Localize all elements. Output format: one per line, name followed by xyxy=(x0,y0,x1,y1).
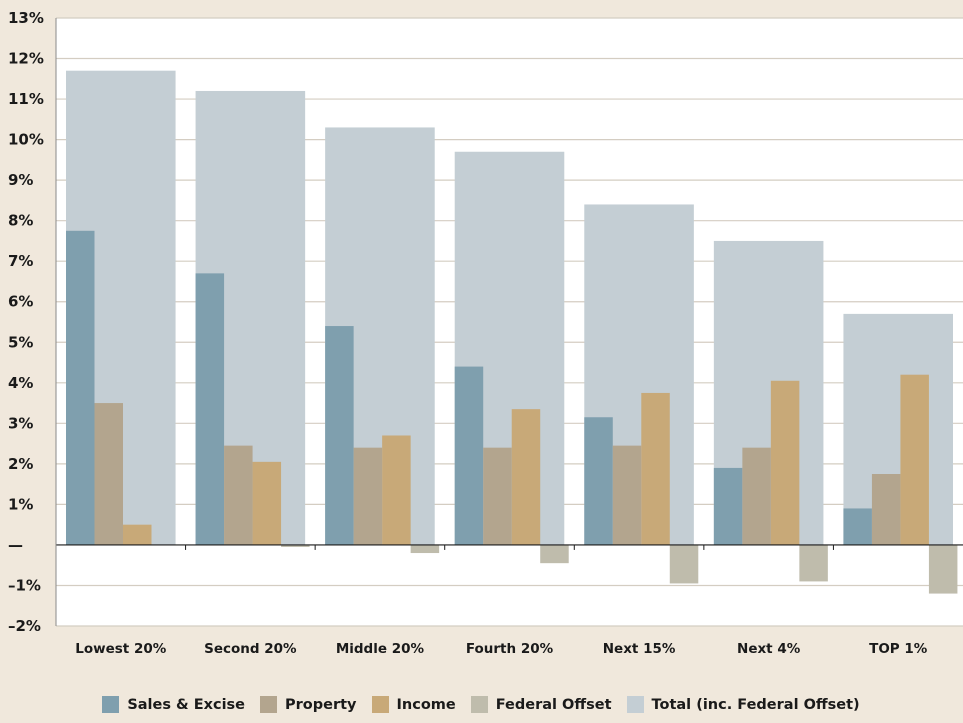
legend-label: Income xyxy=(396,696,456,713)
bar-federal-offset xyxy=(540,544,569,564)
bar-sales-excise xyxy=(195,273,225,545)
bar-income xyxy=(770,380,800,545)
bar-property xyxy=(742,447,771,545)
y-tick-label: 3% xyxy=(8,414,33,432)
y-tick-label: 13% xyxy=(8,9,44,27)
y-tick-label: 12% xyxy=(8,50,44,68)
bar-sales-excise xyxy=(584,417,613,545)
x-tick-label: Fourth 20% xyxy=(466,641,554,657)
legend-item: Sales & Excise xyxy=(102,696,245,713)
bar-sales-excise xyxy=(843,508,872,545)
legend-label: Federal Offset xyxy=(495,696,612,713)
bar-property xyxy=(483,447,512,545)
bar-sales-excise xyxy=(713,467,743,545)
y-tick-label: 1% xyxy=(8,495,33,513)
bar-federal-offset xyxy=(669,544,699,584)
legend-label: Total (inc. Federal Offset) xyxy=(651,696,860,713)
bar-sales-excise xyxy=(325,326,354,545)
bar-property xyxy=(94,403,123,545)
bar-income xyxy=(252,461,282,545)
bar-sales-excise xyxy=(66,230,95,545)
y-tick-label: 6% xyxy=(8,293,33,311)
legend-swatch xyxy=(371,696,389,713)
bar-sales-excise xyxy=(454,366,484,545)
legend-item: Income xyxy=(371,696,456,713)
y-tick-label: 4% xyxy=(8,374,33,392)
x-tick-label: Middle 20% xyxy=(336,641,425,657)
y-tick-label: 7% xyxy=(8,252,33,270)
legend-swatch xyxy=(102,696,120,713)
x-tick-label: Next 15% xyxy=(603,641,676,657)
legend-label: Sales & Excise xyxy=(127,696,246,713)
bar-federal-offset xyxy=(410,544,440,554)
legend-item: Property xyxy=(260,696,357,713)
legend-swatch xyxy=(470,696,488,713)
legend-item: Total (inc. Federal Offset) xyxy=(626,696,860,713)
y-tick-label: –1% xyxy=(8,576,41,594)
y-tick-label: –2% xyxy=(8,617,41,635)
legend-label: Property xyxy=(285,696,357,713)
legend-swatch xyxy=(626,696,644,713)
x-tick-label: Second 20% xyxy=(204,641,297,657)
y-tick-label: 11% xyxy=(8,90,44,108)
x-tick-label: TOP 1% xyxy=(869,641,928,657)
bar-income xyxy=(123,524,152,545)
bar-property xyxy=(612,445,642,545)
y-tick-label: 5% xyxy=(8,333,33,351)
y-tick-label: 10% xyxy=(8,131,44,149)
y-tick-label: 8% xyxy=(8,212,33,230)
legend-swatch xyxy=(260,696,278,713)
x-tick-label: Lowest 20% xyxy=(75,641,166,657)
bar-income xyxy=(382,435,411,545)
legend-item: Federal Offset xyxy=(470,696,612,713)
bar-income xyxy=(641,392,670,545)
bar-property xyxy=(224,445,253,545)
bar-federal-offset xyxy=(799,544,828,582)
bar-income xyxy=(900,374,929,545)
bar-federal-offset xyxy=(928,544,958,594)
y-tick-label: 2% xyxy=(8,455,33,473)
y-tick-label: — xyxy=(8,536,23,554)
legend: Sales & Excise Property Income Federal Offs… xyxy=(0,696,963,713)
y-tick-label: 9% xyxy=(8,171,33,189)
x-tick-label: Next 4% xyxy=(737,641,801,657)
bar-income xyxy=(511,409,541,545)
bar-property xyxy=(353,447,383,545)
bar-federal-offset xyxy=(281,544,310,547)
bar-property xyxy=(871,474,901,545)
